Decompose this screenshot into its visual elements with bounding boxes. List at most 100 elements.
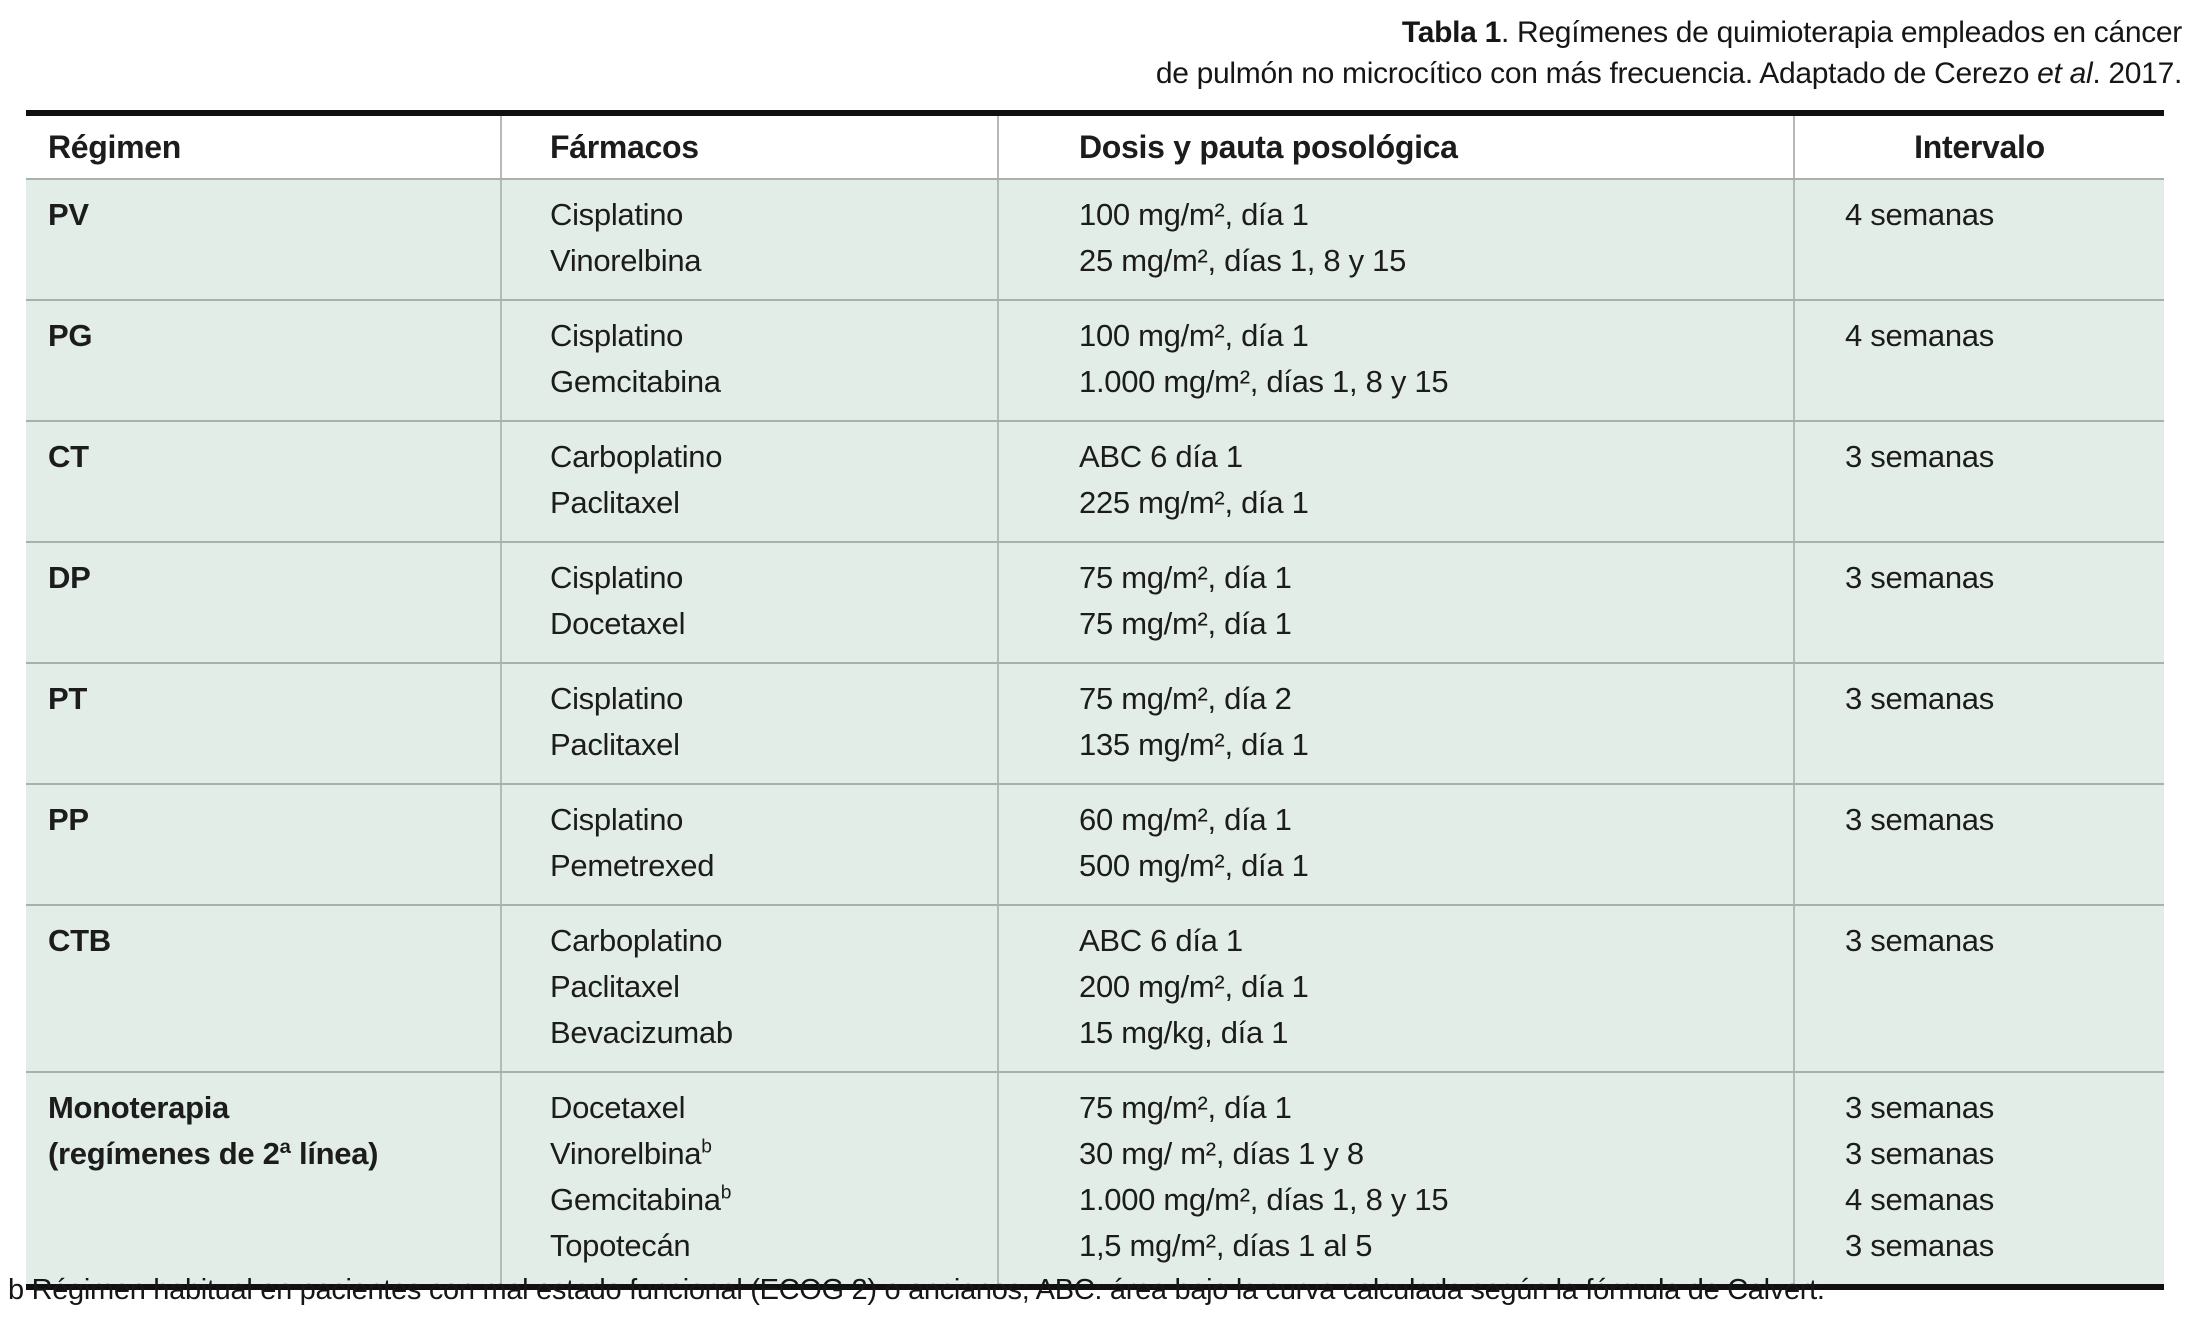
- doses-cell: 75 mg/m², día 2 135 mg/m², día 1: [997, 664, 1793, 783]
- table-body: PV Cisplatino Vinorelbina 100 mg/m², día 1 2…: [26, 178, 2164, 1284]
- interval-cell: 3 semanas 3 semanas 4 semanas 3 semanas: [1793, 1073, 2164, 1284]
- drug-name: Gemcitabina: [550, 359, 997, 405]
- drug-name: Bevacizumab: [550, 1010, 997, 1056]
- interval-cell: 3 semanas: [1793, 664, 2164, 783]
- regimen-cell: PP: [26, 785, 500, 904]
- regimen-cell: PG: [26, 301, 500, 420]
- drug-name-text: Cisplatino: [550, 197, 684, 232]
- dose-text: 1.000 mg/m², días 1, 8 y 15: [1079, 1182, 1449, 1217]
- interval-text: 4 semanas: [1845, 318, 1994, 353]
- dose-text: 60 mg/m², día 1: [1079, 802, 1292, 837]
- table-row: CTB Carboplatino Paclitaxel Bevacizumab ABC …: [26, 904, 2164, 1071]
- regimen-label: (regímenes de 2ª línea): [48, 1136, 379, 1171]
- dose-text: 1.000 mg/m², días 1, 8 y 15: [1079, 364, 1449, 399]
- drug-name-text: Carboplatino: [550, 923, 723, 958]
- table-row: PP Cisplatino Pemetrexed 60 mg/m², día 1 500…: [26, 783, 2164, 904]
- dose-text: 500 mg/m², día 1: [1079, 848, 1309, 883]
- regimen-cell: CTB: [26, 906, 500, 1071]
- header-regimen: Régimen: [48, 129, 182, 165]
- interval-cell: 4 semanas: [1793, 180, 2164, 299]
- table-caption: Tabla 1. Regímenes de quimioterapia empl…: [1156, 12, 2182, 94]
- header-farmacos: Fármacos: [500, 116, 997, 178]
- interval-text: 3 semanas: [1845, 1090, 1994, 1125]
- interval-cell: 3 semanas: [1793, 543, 2164, 662]
- caption-text-2: de pulmón no microcítico con más frecuen…: [1155, 57, 2038, 90]
- regimen-label: CTB: [48, 923, 111, 958]
- caption-line-1: Tabla 1. Regímenes de quimioterapia empl…: [1156, 12, 2182, 53]
- drugs-cell: Docetaxel Vinorelbinab Gemcitabinab Topotec…: [500, 1073, 997, 1284]
- interval-cell: 3 semanas: [1793, 906, 2164, 1071]
- dose-text: ABC 6 día 1: [1079, 439, 1243, 474]
- regimen-cell: PT: [26, 664, 500, 783]
- drug-name-text: Cisplatino: [550, 681, 684, 716]
- drug-name: Cisplatino: [550, 555, 997, 601]
- footnote-marker: b: [701, 1136, 712, 1158]
- drug-name-text: Vinorelbina: [550, 1136, 702, 1171]
- drugs-cell: Carboplatino Paclitaxel Bevacizumab: [500, 906, 997, 1071]
- footnote-marker: b: [720, 1182, 732, 1204]
- table-row: PV Cisplatino Vinorelbina 100 mg/m², día 1 2…: [26, 178, 2164, 299]
- drugs-cell: Cisplatino Docetaxel: [500, 543, 997, 662]
- interval-text: 4 semanas: [1845, 197, 1994, 232]
- dose-text: ABC 6 día 1: [1079, 923, 1243, 958]
- dose-text: 100 mg/m², día 1: [1079, 197, 1309, 232]
- drug-name: Cisplatino: [550, 192, 997, 238]
- dose-text: 75 mg/m², día 2: [1079, 681, 1292, 716]
- doses-cell: 100 mg/m², día 1 25 mg/m², días 1, 8 y 15: [997, 180, 1793, 299]
- interval-text: 4 semanas: [1845, 1182, 1994, 1217]
- doses-cell: 75 mg/m², día 1 75 mg/m², día 1: [997, 543, 1793, 662]
- regimen-label: Monoterapia: [48, 1090, 229, 1125]
- dose-text: 135 mg/m², día 1: [1079, 727, 1309, 762]
- table-row: CT Carboplatino Paclitaxel ABC 6 día 1 225 m…: [26, 420, 2164, 541]
- drug-name-text: Paclitaxel: [550, 485, 680, 520]
- drug-name-text: Topotecán: [550, 1228, 691, 1263]
- drugs-cell: Cisplatino Vinorelbina: [500, 180, 997, 299]
- header-intervalo: Intervalo: [1793, 116, 2164, 178]
- drugs-cell: Cisplatino Paclitaxel: [500, 664, 997, 783]
- table-footnote: b Régimen habitual en pacientes con mal …: [8, 1272, 2183, 1308]
- regimen-label: CT: [48, 439, 89, 474]
- dose-text: 75 mg/m², día 1: [1079, 1090, 1292, 1125]
- drug-name-text: Paclitaxel: [550, 969, 680, 1004]
- chemotherapy-regimens-table: Régimen Fármacos Dosis y pauta posológic…: [26, 110, 2164, 1290]
- dose-text: 100 mg/m², día 1: [1079, 318, 1309, 353]
- doses-cell: ABC 6 día 1 200 mg/m², día 1 15 mg/kg, día…: [997, 906, 1793, 1071]
- drug-name: Paclitaxel: [550, 722, 997, 768]
- drugs-cell: Cisplatino Gemcitabina: [500, 301, 997, 420]
- drug-name-text: Pemetrexed: [550, 848, 715, 883]
- drug-name-text: Paclitaxel: [550, 727, 680, 762]
- interval-cell: 3 semanas: [1793, 785, 2164, 904]
- caption-text-3: . 2017.: [2092, 57, 2182, 90]
- dose-text: 15 mg/kg, día 1: [1079, 1015, 1289, 1050]
- header-dosis: Dosis y pauta posológica: [997, 116, 1793, 178]
- interval-text: 3 semanas: [1845, 1228, 1994, 1263]
- drug-name: Topotecán: [550, 1223, 997, 1269]
- caption-text-1: . Regímenes de quimioterapia empleados e…: [1500, 16, 2182, 49]
- drug-name-text: Cisplatino: [550, 802, 684, 837]
- dose-text: 25 mg/m², días 1, 8 y 15: [1079, 243, 1407, 278]
- interval-text: 3 semanas: [1845, 439, 1994, 474]
- drug-name: Cisplatino: [550, 676, 997, 722]
- drug-name-text: Vinorelbina: [550, 243, 702, 278]
- caption-line-2: de pulmón no microcítico con más frecuen…: [1156, 53, 2182, 94]
- drug-name: Docetaxel: [550, 1085, 997, 1131]
- interval-text: 3 semanas: [1845, 923, 1994, 958]
- doses-cell: 75 mg/m², día 1 30 mg/ m², días 1 y 8 1.00…: [997, 1073, 1793, 1284]
- drug-name: Carboplatino: [550, 434, 997, 480]
- interval-text: 3 semanas: [1845, 802, 1994, 837]
- drug-name-text: Docetaxel: [550, 606, 686, 641]
- drugs-cell: Cisplatino Pemetrexed: [500, 785, 997, 904]
- drug-name-text: Bevacizumab: [550, 1015, 733, 1050]
- interval-text: 3 semanas: [1845, 681, 1994, 716]
- doses-cell: 100 mg/m², día 1 1.000 mg/m², días 1, 8 y…: [997, 301, 1793, 420]
- regimen-cell: CT: [26, 422, 500, 541]
- table-header-row: Régimen Fármacos Dosis y pauta posológic…: [26, 116, 2164, 178]
- doses-cell: 60 mg/m², día 1 500 mg/m², día 1: [997, 785, 1793, 904]
- drug-name: Paclitaxel: [550, 480, 997, 526]
- dose-text: 75 mg/m², día 1: [1079, 606, 1292, 641]
- drug-name-text: Docetaxel: [550, 1090, 686, 1125]
- table-row: DP Cisplatino Docetaxel 75 mg/m², día 1 75 m…: [26, 541, 2164, 662]
- regimen-cell: DP: [26, 543, 500, 662]
- drug-name: Vinorelbinab: [550, 1131, 997, 1177]
